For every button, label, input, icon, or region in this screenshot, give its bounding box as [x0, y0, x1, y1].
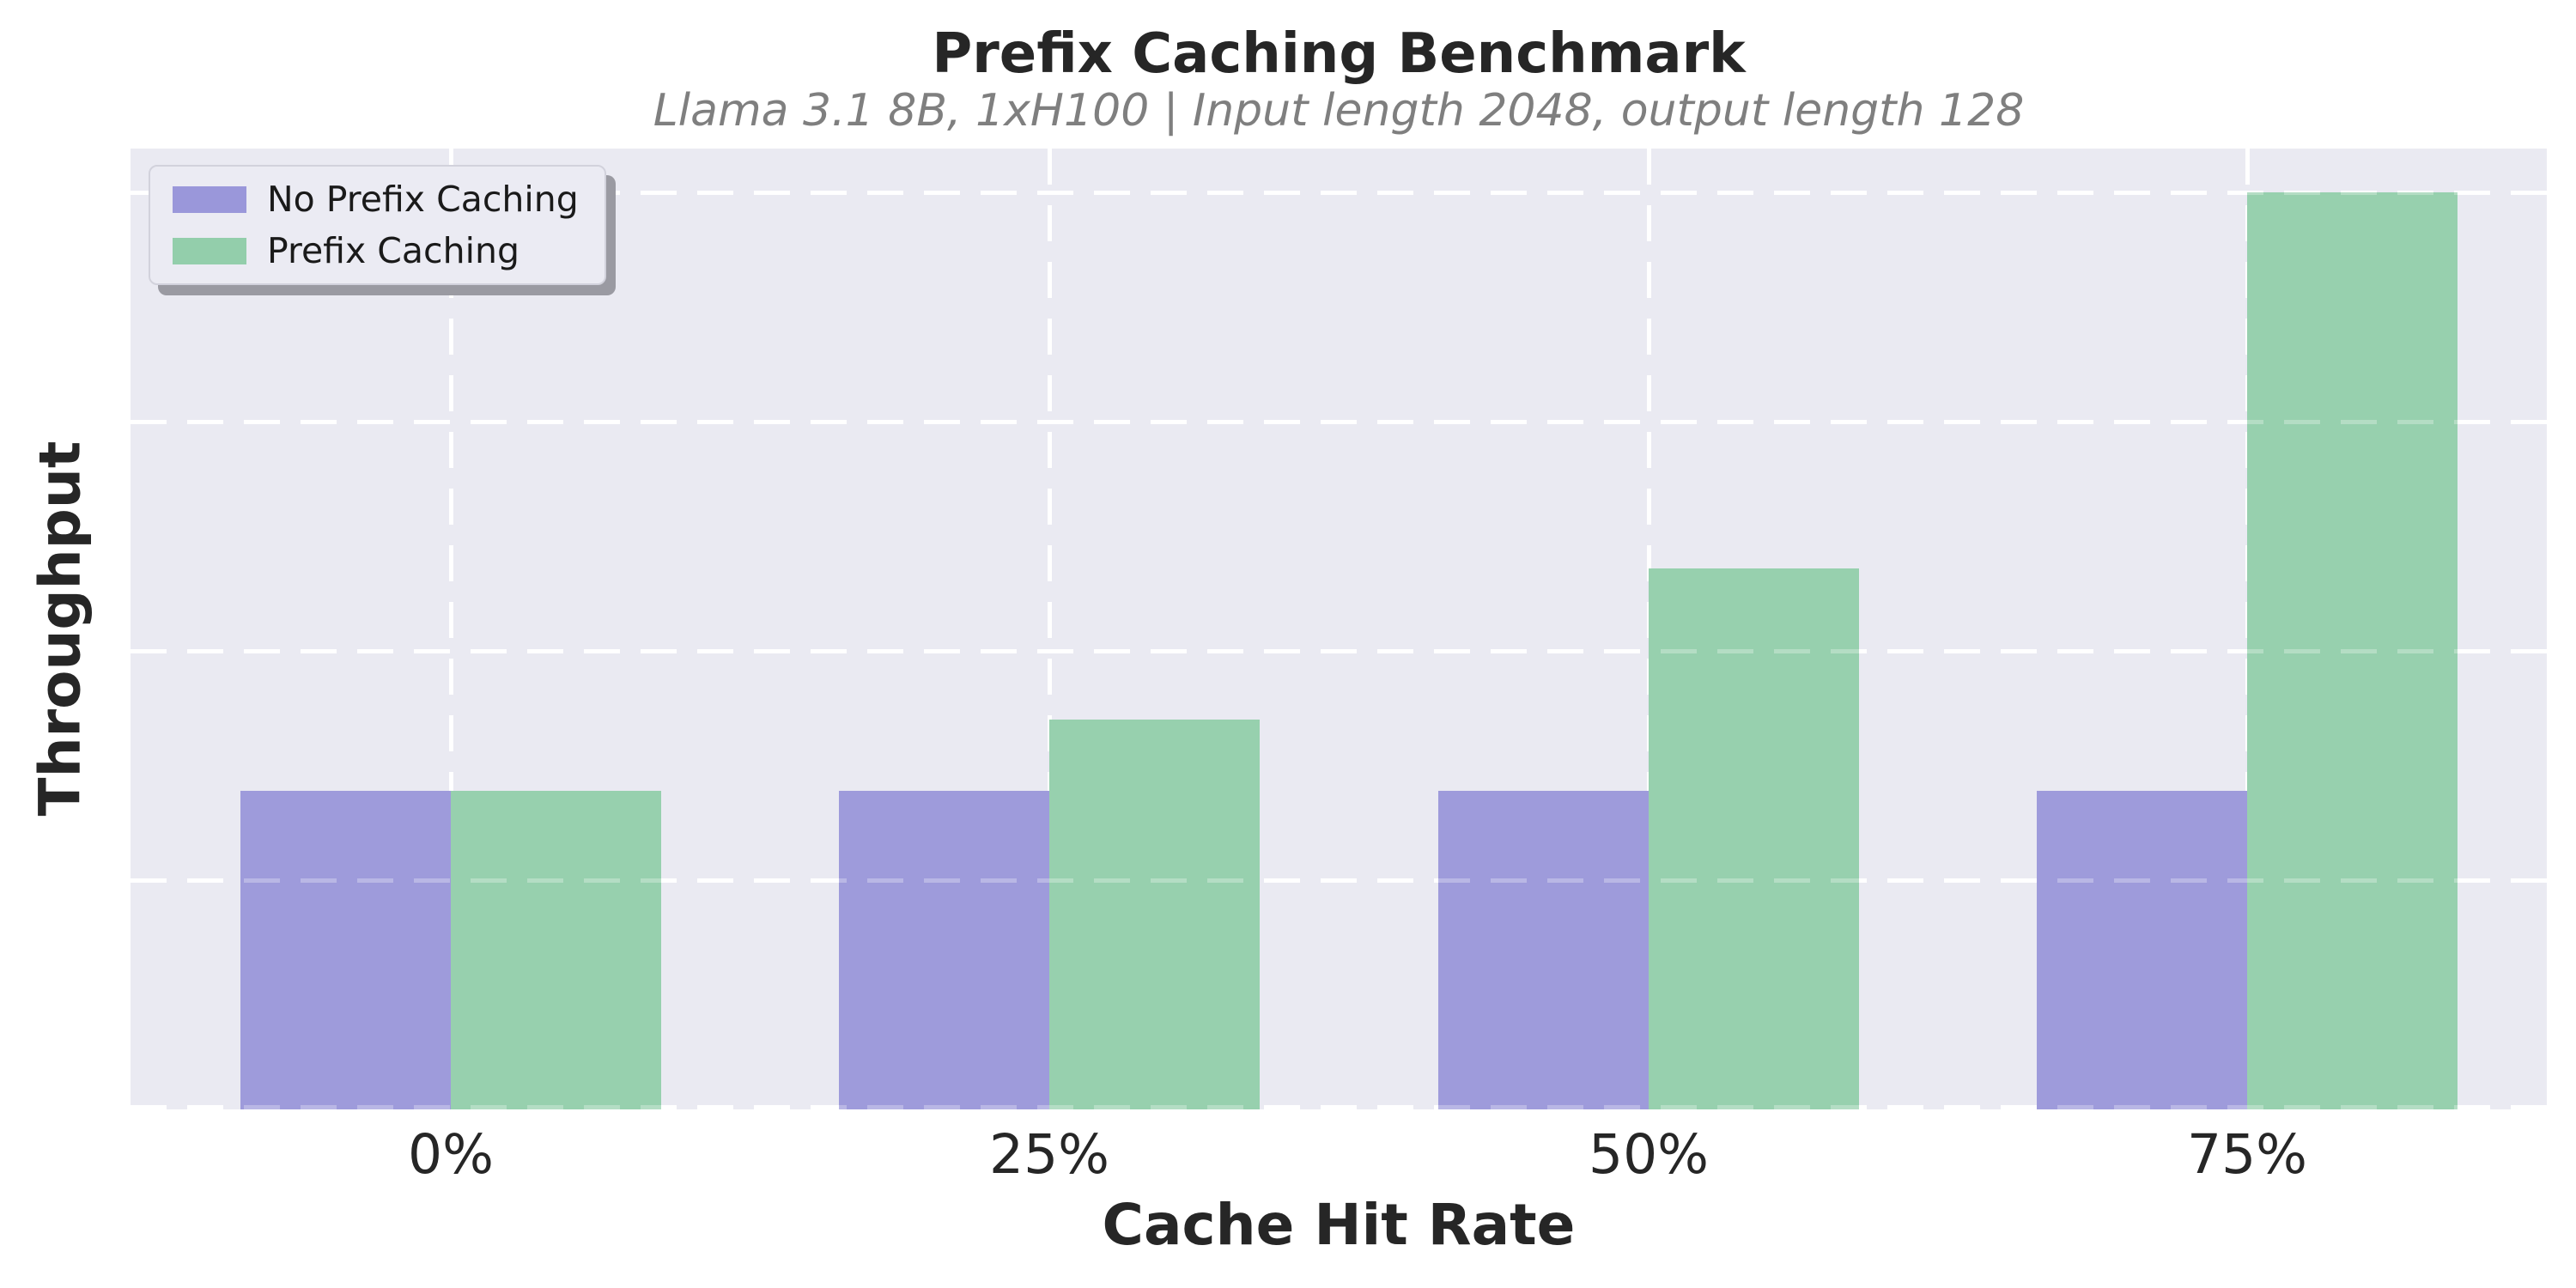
horizontal-gridline [131, 190, 2547, 195]
legend: No Prefix Caching Prefix Caching [149, 165, 606, 285]
x-tick-label-75%: 75% [2186, 1123, 2308, 1186]
bar-no-prefix-caching-0% [240, 790, 451, 1109]
prefix-caching-swatch-icon [173, 237, 246, 264]
horizontal-gridline-overlay [131, 1105, 2547, 1109]
legend-item-prefix-caching: Prefix Caching [173, 231, 579, 270]
legend-label: No Prefix Caching [267, 178, 579, 220]
x-axis-label: Cache Hit Rate [1102, 1192, 1576, 1258]
bar-prefix-caching-50% [1649, 568, 1859, 1109]
x-tick-label-50%: 50% [1588, 1123, 1710, 1186]
horizontal-gridline-overlay [131, 878, 2547, 883]
horizontal-gridline-overlay [131, 190, 2547, 195]
x-tick-label-0%: 0% [408, 1123, 494, 1186]
x-tick-label-25%: 25% [988, 1123, 1110, 1186]
legend-item-no-prefix-caching: No Prefix Caching [173, 179, 579, 219]
horizontal-gridline [131, 648, 2547, 653]
y-axis-label: Throughput [27, 440, 94, 817]
horizontal-gridline-overlay [131, 419, 2547, 424]
bar-prefix-caching-75% [2247, 192, 2458, 1109]
vertical-gridline [1047, 149, 1052, 1109]
bar-no-prefix-caching-25% [839, 790, 1049, 1109]
legend-label: Prefix Caching [267, 229, 519, 271]
vertical-gridline [448, 149, 453, 1109]
horizontal-gridline [131, 419, 2547, 424]
bar-no-prefix-caching-75% [2037, 790, 2247, 1109]
no-prefix-caching-swatch-icon [173, 185, 246, 213]
chart-title: Prefix Caching Benchmark [932, 22, 1746, 86]
chart-subtitle: Llama 3.1 8B, 1xH100 | Input length 2048… [653, 85, 2025, 137]
plot-area: No Prefix Caching Prefix Caching [131, 149, 2547, 1109]
bar-prefix-caching-25% [1049, 720, 1260, 1109]
bar-prefix-caching-0% [451, 790, 661, 1109]
horizontal-gridline [131, 1105, 2547, 1109]
horizontal-gridline-overlay [131, 648, 2547, 653]
bar-no-prefix-caching-50% [1438, 790, 1649, 1109]
horizontal-gridline [131, 878, 2547, 883]
